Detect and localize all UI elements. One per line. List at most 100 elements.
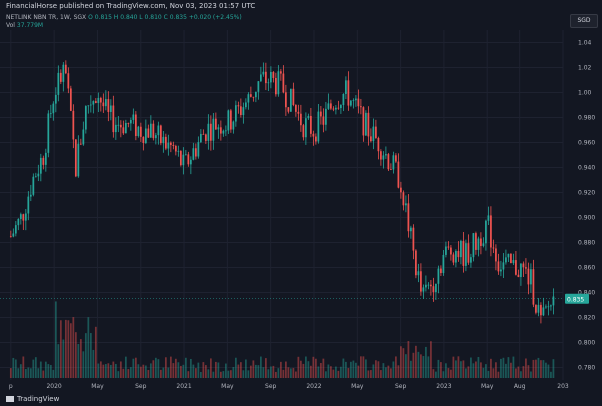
x-tick-label-4: 2021 xyxy=(176,383,191,390)
candle-body-168 xyxy=(430,284,432,287)
volume-bar-74 xyxy=(194,368,197,378)
volume-bar-88 xyxy=(229,370,232,378)
volume-bar-3 xyxy=(17,368,20,378)
candle-body-164 xyxy=(420,271,422,292)
volume-bar-213 xyxy=(542,360,545,378)
volume-bar-91 xyxy=(237,364,240,378)
candle-body-123 xyxy=(317,111,320,142)
candle-body-75 xyxy=(197,142,200,157)
candle-body-60 xyxy=(159,125,162,144)
candle-body-85 xyxy=(222,130,225,134)
candle-body-197 xyxy=(502,262,505,270)
volume-bar-50 xyxy=(134,357,137,378)
chart-footer xyxy=(0,393,602,406)
publisher-line: FinancialHorse published on TradingView.… xyxy=(6,2,256,10)
candle-body-166 xyxy=(425,284,427,288)
candle-body-50 xyxy=(134,114,137,137)
volume-bar-196 xyxy=(500,358,502,378)
volume-bar-109 xyxy=(282,369,285,378)
x-tick-label-10: 2023 xyxy=(436,383,451,390)
candle-body-170 xyxy=(435,283,437,293)
x-tick-label-9: Sep xyxy=(395,383,407,390)
candle-body-176 xyxy=(450,247,452,255)
candle-body-103 xyxy=(267,82,270,84)
candle-body-48 xyxy=(129,119,132,124)
volume-bar-66 xyxy=(174,358,177,378)
candle-body-4 xyxy=(19,214,22,219)
candle-body-140 xyxy=(360,106,362,108)
candle-body-71 xyxy=(187,154,190,165)
candle-body-37 xyxy=(102,102,105,107)
candle-body-79 xyxy=(207,123,210,141)
candle-body-33 xyxy=(92,101,95,105)
candle-body-139 xyxy=(357,98,360,107)
candle-body-117 xyxy=(302,125,305,138)
currency-badge[interactable]: SGD xyxy=(570,14,598,28)
volume-bar-167 xyxy=(427,356,430,378)
candle-body-76 xyxy=(199,133,202,143)
candle-body-106 xyxy=(275,77,277,95)
candle-body-114 xyxy=(295,105,297,112)
candle-body-124 xyxy=(320,111,322,117)
candle-body-12 xyxy=(39,157,42,174)
candle-body-14 xyxy=(44,152,47,165)
candle-body-21 xyxy=(62,64,65,82)
candle-body-157 xyxy=(402,192,405,206)
candle-body-183 xyxy=(467,243,470,263)
candle-body-81 xyxy=(212,118,215,141)
candle-body-136 xyxy=(350,100,352,106)
volume-bar-119 xyxy=(307,361,310,378)
volume-bar-99 xyxy=(257,365,260,378)
candle-body-98 xyxy=(254,91,257,98)
current-price-label: 0.835 xyxy=(567,296,584,303)
volume-bar-72 xyxy=(189,358,192,378)
volume-bar-212 xyxy=(540,360,542,378)
candle-body-189 xyxy=(482,243,485,246)
volume-bar-144 xyxy=(370,370,372,378)
volume-bar-145 xyxy=(372,364,375,378)
volume-bar-59 xyxy=(157,359,160,378)
volume-bar-23 xyxy=(67,320,70,378)
candle-body-69 xyxy=(182,154,185,166)
candle-body-158 xyxy=(405,203,407,206)
volume-bar-122 xyxy=(315,358,317,378)
candle-body-43 xyxy=(117,124,120,126)
candle-body-173 xyxy=(442,254,445,274)
candle-body-186 xyxy=(475,233,477,250)
volume-bar-105 xyxy=(272,365,275,378)
volume-bar-181 xyxy=(462,360,465,378)
x-tick-label-7: 2022 xyxy=(306,383,321,390)
candle-body-96 xyxy=(249,94,252,97)
candle-body-44 xyxy=(119,124,122,128)
volume-bar-64 xyxy=(169,356,172,378)
candle-body-148 xyxy=(380,151,382,160)
candle-body-191 xyxy=(487,215,490,221)
volume-bar-179 xyxy=(457,356,460,378)
candle-body-119 xyxy=(307,115,310,119)
candle-body-28 xyxy=(79,143,82,145)
y-tick-label-6: 0.900 xyxy=(578,215,595,222)
volume-bar-132 xyxy=(340,366,342,378)
volume-bar-82 xyxy=(214,361,217,378)
candle-body-178 xyxy=(455,251,457,263)
volume-bar-138 xyxy=(355,362,357,378)
volume-bar-58 xyxy=(154,357,157,378)
candle-body-107 xyxy=(277,71,280,95)
candle-body-110 xyxy=(285,92,287,108)
candle-body-161 xyxy=(412,227,415,251)
candle-body-18 xyxy=(54,94,57,104)
candle-body-68 xyxy=(179,150,182,166)
volume-bar-194 xyxy=(495,362,497,378)
candle-body-36 xyxy=(99,97,102,103)
tradingview-logo[interactable]: TradingView xyxy=(6,395,59,403)
volume-bar-83 xyxy=(217,362,220,378)
candle-body-113 xyxy=(292,88,295,106)
volume-bar-118 xyxy=(305,356,307,378)
volume-bar-41 xyxy=(112,361,115,378)
candle-body-118 xyxy=(305,118,307,138)
volume-bar-116 xyxy=(300,360,302,378)
candle-body-27 xyxy=(77,143,80,177)
volume-bar-104 xyxy=(269,366,272,378)
candle-body-32 xyxy=(89,104,92,106)
